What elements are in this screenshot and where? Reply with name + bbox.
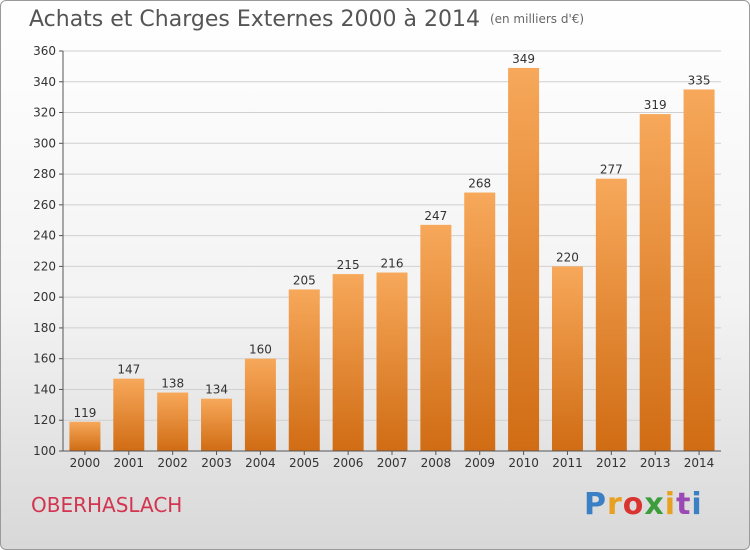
y-tick-label: 320 <box>33 106 56 120</box>
proxiti-logo: Proxiti <box>584 487 703 522</box>
data-label-2008: 247 <box>424 209 447 223</box>
x-tick-label-2005: 2005 <box>289 456 320 470</box>
y-tick-label: 360 <box>33 44 56 58</box>
bar-2006 <box>332 274 364 451</box>
logo-letter: r <box>607 487 623 522</box>
x-tick-label-2004: 2004 <box>245 456 276 470</box>
bar-2005 <box>288 289 320 451</box>
y-tick-label: 240 <box>33 229 56 243</box>
chart-title: Achats et Charges Externes 2000 à 2014 (e… <box>29 7 584 32</box>
data-label-2013: 319 <box>644 98 667 112</box>
bar-2012 <box>595 178 627 451</box>
data-label-2001: 147 <box>117 363 140 377</box>
y-tick-label: 260 <box>33 198 56 212</box>
x-tick-label-2013: 2013 <box>640 456 671 470</box>
x-tick-label-2009: 2009 <box>464 456 495 470</box>
data-label-2009: 268 <box>468 177 491 191</box>
city-name: OBERHASLACH <box>31 493 183 517</box>
bar-2014 <box>683 89 715 451</box>
bar-2007 <box>376 272 408 451</box>
bars <box>69 67 715 452</box>
bar-2004 <box>244 358 276 451</box>
labels: 100 120 140 160 180 200 220 240 260 280 300 320 340 3… <box>33 44 714 470</box>
axes <box>59 50 721 455</box>
chart-unit: (en milliers d'€) <box>489 12 585 26</box>
x-tick-label-2008: 2008 <box>421 456 452 470</box>
bar-2003 <box>201 398 233 451</box>
bar-2009 <box>464 192 496 452</box>
data-label-2003: 134 <box>205 383 228 397</box>
data-label-2006: 215 <box>337 258 360 272</box>
x-tick-label-2002: 2002 <box>157 456 188 470</box>
x-tick-label-2003: 2003 <box>201 456 232 470</box>
x-tick-label-2011: 2011 <box>552 456 583 470</box>
data-label-2007: 216 <box>381 257 404 271</box>
x-tick-label-2012: 2012 <box>596 456 627 470</box>
bar-2002 <box>157 392 189 451</box>
y-tick-label: 280 <box>33 167 56 181</box>
logo-letter: i <box>664 487 677 522</box>
bar-2008 <box>420 224 452 451</box>
logo-letter: x <box>644 487 665 522</box>
y-tick-label: 200 <box>33 290 56 304</box>
y-tick-label: 220 <box>33 259 56 273</box>
data-label-2010: 349 <box>512 52 535 66</box>
x-tick-label-2014: 2014 <box>684 456 715 470</box>
logo-letter: i <box>691 487 703 522</box>
logo-letter: t <box>676 487 692 522</box>
data-label-2000: 119 <box>73 406 96 420</box>
x-tick-label-2000: 2000 <box>70 456 101 470</box>
y-tick-label: 160 <box>33 352 56 366</box>
data-label-2012: 277 <box>600 163 623 177</box>
logo-letter: o <box>622 487 645 522</box>
y-tick-label: 340 <box>33 75 56 89</box>
data-label-2002: 138 <box>161 377 184 391</box>
chart-title-text: Achats et Charges Externes 2000 à 2014 <box>29 7 480 32</box>
y-tick-label: 100 <box>33 444 56 458</box>
x-tick-label-2001: 2001 <box>114 456 145 470</box>
bar-2010 <box>508 67 540 451</box>
data-label-2004: 160 <box>249 343 272 357</box>
logo-letter: P <box>584 487 607 522</box>
data-label-2011: 220 <box>556 250 579 264</box>
bar-2001 <box>113 378 145 451</box>
bar-2013 <box>639 114 671 452</box>
y-tick-label: 120 <box>33 413 56 427</box>
data-label-2014: 335 <box>688 73 711 87</box>
x-tick-label-2006: 2006 <box>333 456 364 470</box>
data-label-2005: 205 <box>293 273 316 287</box>
y-tick-label: 140 <box>33 382 56 396</box>
x-tick-label-2007: 2007 <box>377 456 408 470</box>
bar-2000 <box>69 421 101 451</box>
x-tick-label-2010: 2010 <box>508 456 539 470</box>
y-tick-label: 180 <box>33 321 56 335</box>
y-tick-label: 300 <box>33 136 56 150</box>
bar-2011 <box>551 266 583 451</box>
